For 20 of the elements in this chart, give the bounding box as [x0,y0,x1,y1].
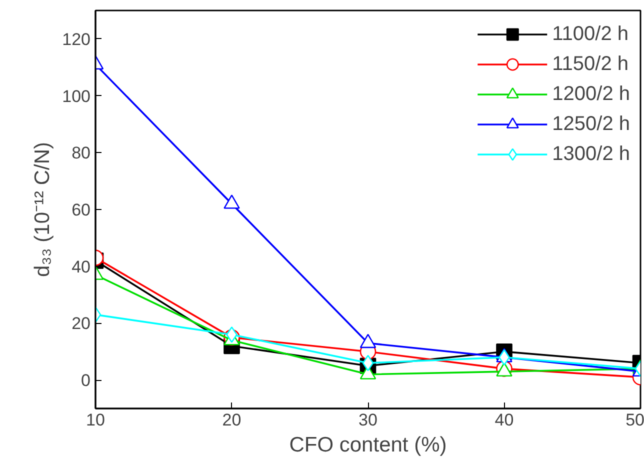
x-tick-label: 20 [222,410,242,430]
legend-label: 1100/2 h [552,22,629,46]
legend-label: 1200/2 h [552,82,630,106]
x-tick-label: 30 [358,410,378,430]
x-tick-label: 10 [86,410,105,430]
legend-label: 1300/2 h [552,142,630,166]
x-tick-label: 40 [494,410,514,430]
x-tick-label: 50 [626,410,644,430]
legend-label: 1150/2 h [552,52,629,76]
x-axis-title: CFO content (%) [289,434,447,456]
y-tick-label: 40 [72,257,91,276]
y-tick-label: 60 [72,200,91,220]
legend-label: 1250/2 h [552,112,630,136]
y-tick-label: 80 [72,144,91,163]
y-tick-label: 20 [72,314,91,334]
point [362,354,374,372]
y-axis-title: d₃₃ (10⁻¹² C/N) [31,142,54,277]
y-tick-label: 120 [62,30,91,49]
y-tick-label: 0 [81,371,91,390]
y-tick-label: 100 [62,86,91,106]
